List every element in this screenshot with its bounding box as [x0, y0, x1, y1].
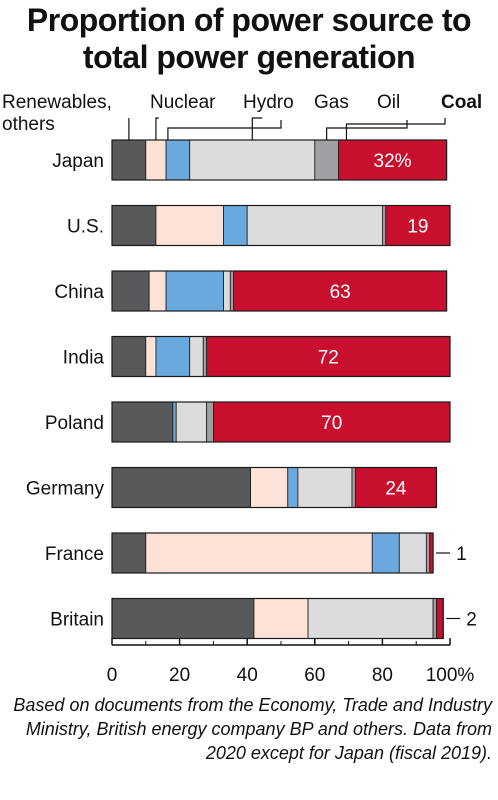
legend-pointer-nuclear — [155, 117, 159, 140]
bar-outline-france — [111, 532, 434, 574]
category-label-france: France — [45, 544, 104, 565]
category-label-britain: Britain — [50, 610, 104, 631]
bar-segment-france-hydro — [371, 532, 400, 574]
x-tick-label-2: 40 — [237, 665, 258, 686]
bar-segment-india-hydro — [155, 336, 191, 377]
bar-segment-germany-hydro — [287, 467, 299, 508]
legend-label-renewables-others: Renewables, others — [2, 92, 112, 135]
bar-segment-poland-gas — [175, 401, 208, 443]
data-label-japan: 32% — [374, 151, 412, 172]
bar-segment-japan-nuclear — [145, 139, 167, 181]
bar-segment-germany-gas — [297, 467, 353, 508]
bar-segment-britain-oil — [432, 598, 437, 639]
data-label-china: 63 — [330, 282, 351, 303]
x-tick-label-0: 0 — [107, 665, 118, 686]
data-label-britain: 2 — [466, 610, 477, 631]
bar-segment-u-s-oil — [381, 205, 387, 246]
bar-segment-france-renewables-others — [111, 532, 147, 574]
data-label-poland: 70 — [321, 413, 342, 434]
bar-outline-japan — [111, 139, 448, 181]
bar-segment-china-renewables-others — [111, 270, 150, 312]
bar-outline-u-s — [111, 204, 451, 247]
x-tick-label-4: 80 — [372, 665, 393, 686]
bar-segment-china-oil — [229, 270, 235, 312]
bar-segment-india-nuclear — [145, 336, 157, 377]
legend-label-gas: Gas — [314, 92, 349, 113]
bar-outline-china — [111, 270, 448, 312]
bar-segment-britain-gas — [307, 598, 434, 639]
category-label-germany: Germany — [26, 479, 105, 500]
bar-segment-japan-renewables-others — [111, 139, 147, 181]
bar-segment-japan-hydro — [165, 139, 191, 181]
data-label-india: 72 — [318, 348, 339, 369]
bar-outline-india — [111, 335, 451, 378]
data-label-france: 1 — [456, 544, 467, 565]
bar-segment-u-s-renewables-others — [111, 205, 157, 246]
bar-segment-china-gas — [223, 270, 231, 312]
bar-segment-poland-hydro — [172, 401, 177, 443]
category-label-japan: Japan — [52, 151, 104, 172]
bar-segment-britain-coal — [436, 598, 444, 639]
category-label-poland: Poland — [45, 413, 104, 434]
bar-segment-britain-nuclear — [253, 598, 309, 639]
legend-label-oil: Oil — [377, 92, 400, 113]
bar-segment-france-nuclear — [145, 532, 373, 574]
bar-segment-germany-nuclear — [250, 467, 289, 508]
bar-segment-china-hydro — [165, 270, 224, 312]
bar-segment-china-coal — [233, 270, 448, 312]
bar-segment-india-gas — [189, 336, 204, 377]
legend-pointer-gas — [251, 117, 263, 140]
category-label-china: China — [54, 282, 104, 303]
category-label-india: India — [63, 348, 105, 369]
bar-segment-poland-coal — [212, 401, 451, 443]
data-label-germany: 24 — [385, 479, 407, 500]
bar-segment-india-renewables-others — [111, 336, 147, 377]
bar-segment-u-s-coal — [385, 205, 451, 246]
x-tick-label-3: 60 — [304, 665, 325, 686]
bar-segment-poland-oil — [206, 401, 214, 443]
bar-segment-india-oil — [202, 336, 208, 377]
data-label-u-s: 19 — [407, 217, 428, 238]
bar-segment-poland-renewables-others — [111, 401, 174, 443]
x-tick-label-5: 100% — [426, 665, 475, 686]
bar-segment-japan-gas — [189, 139, 316, 181]
bar-segment-india-coal — [206, 336, 451, 377]
bar-outline-britain — [111, 597, 444, 640]
legend-label-coal: Coal — [441, 92, 482, 113]
bar-outline-germany — [111, 466, 438, 509]
bar-segment-u-s-nuclear — [155, 205, 224, 246]
bar-segment-u-s-gas — [246, 205, 383, 246]
bar-segment-france-oil — [425, 532, 431, 574]
bar-segment-germany-renewables-others — [111, 467, 251, 508]
x-tick-label-1: 20 — [169, 665, 190, 686]
legend-label-nuclear: Nuclear — [150, 92, 216, 113]
bar-segment-china-nuclear — [148, 270, 167, 312]
legend-label-hydro: Hydro — [243, 92, 294, 113]
bar-segment-britain-renewables-others — [111, 598, 255, 639]
bar-segment-germany-oil — [351, 467, 356, 508]
bar-outline-poland — [111, 401, 451, 443]
chart-title: Proportion of power source to total powe… — [26, 2, 472, 75]
bar-segment-u-s-hydro — [223, 205, 248, 246]
bar-segment-japan-oil — [314, 139, 339, 181]
legend-pointer-coal — [345, 118, 446, 140]
legend-pointer-hydro — [167, 120, 282, 140]
bar-segment-france-gas — [398, 532, 427, 574]
category-label-u-s: U.S. — [67, 217, 104, 238]
legend-pointer-oil — [326, 120, 408, 140]
source-footnote: Based on documents from the Economy, Tra… — [13, 695, 492, 763]
